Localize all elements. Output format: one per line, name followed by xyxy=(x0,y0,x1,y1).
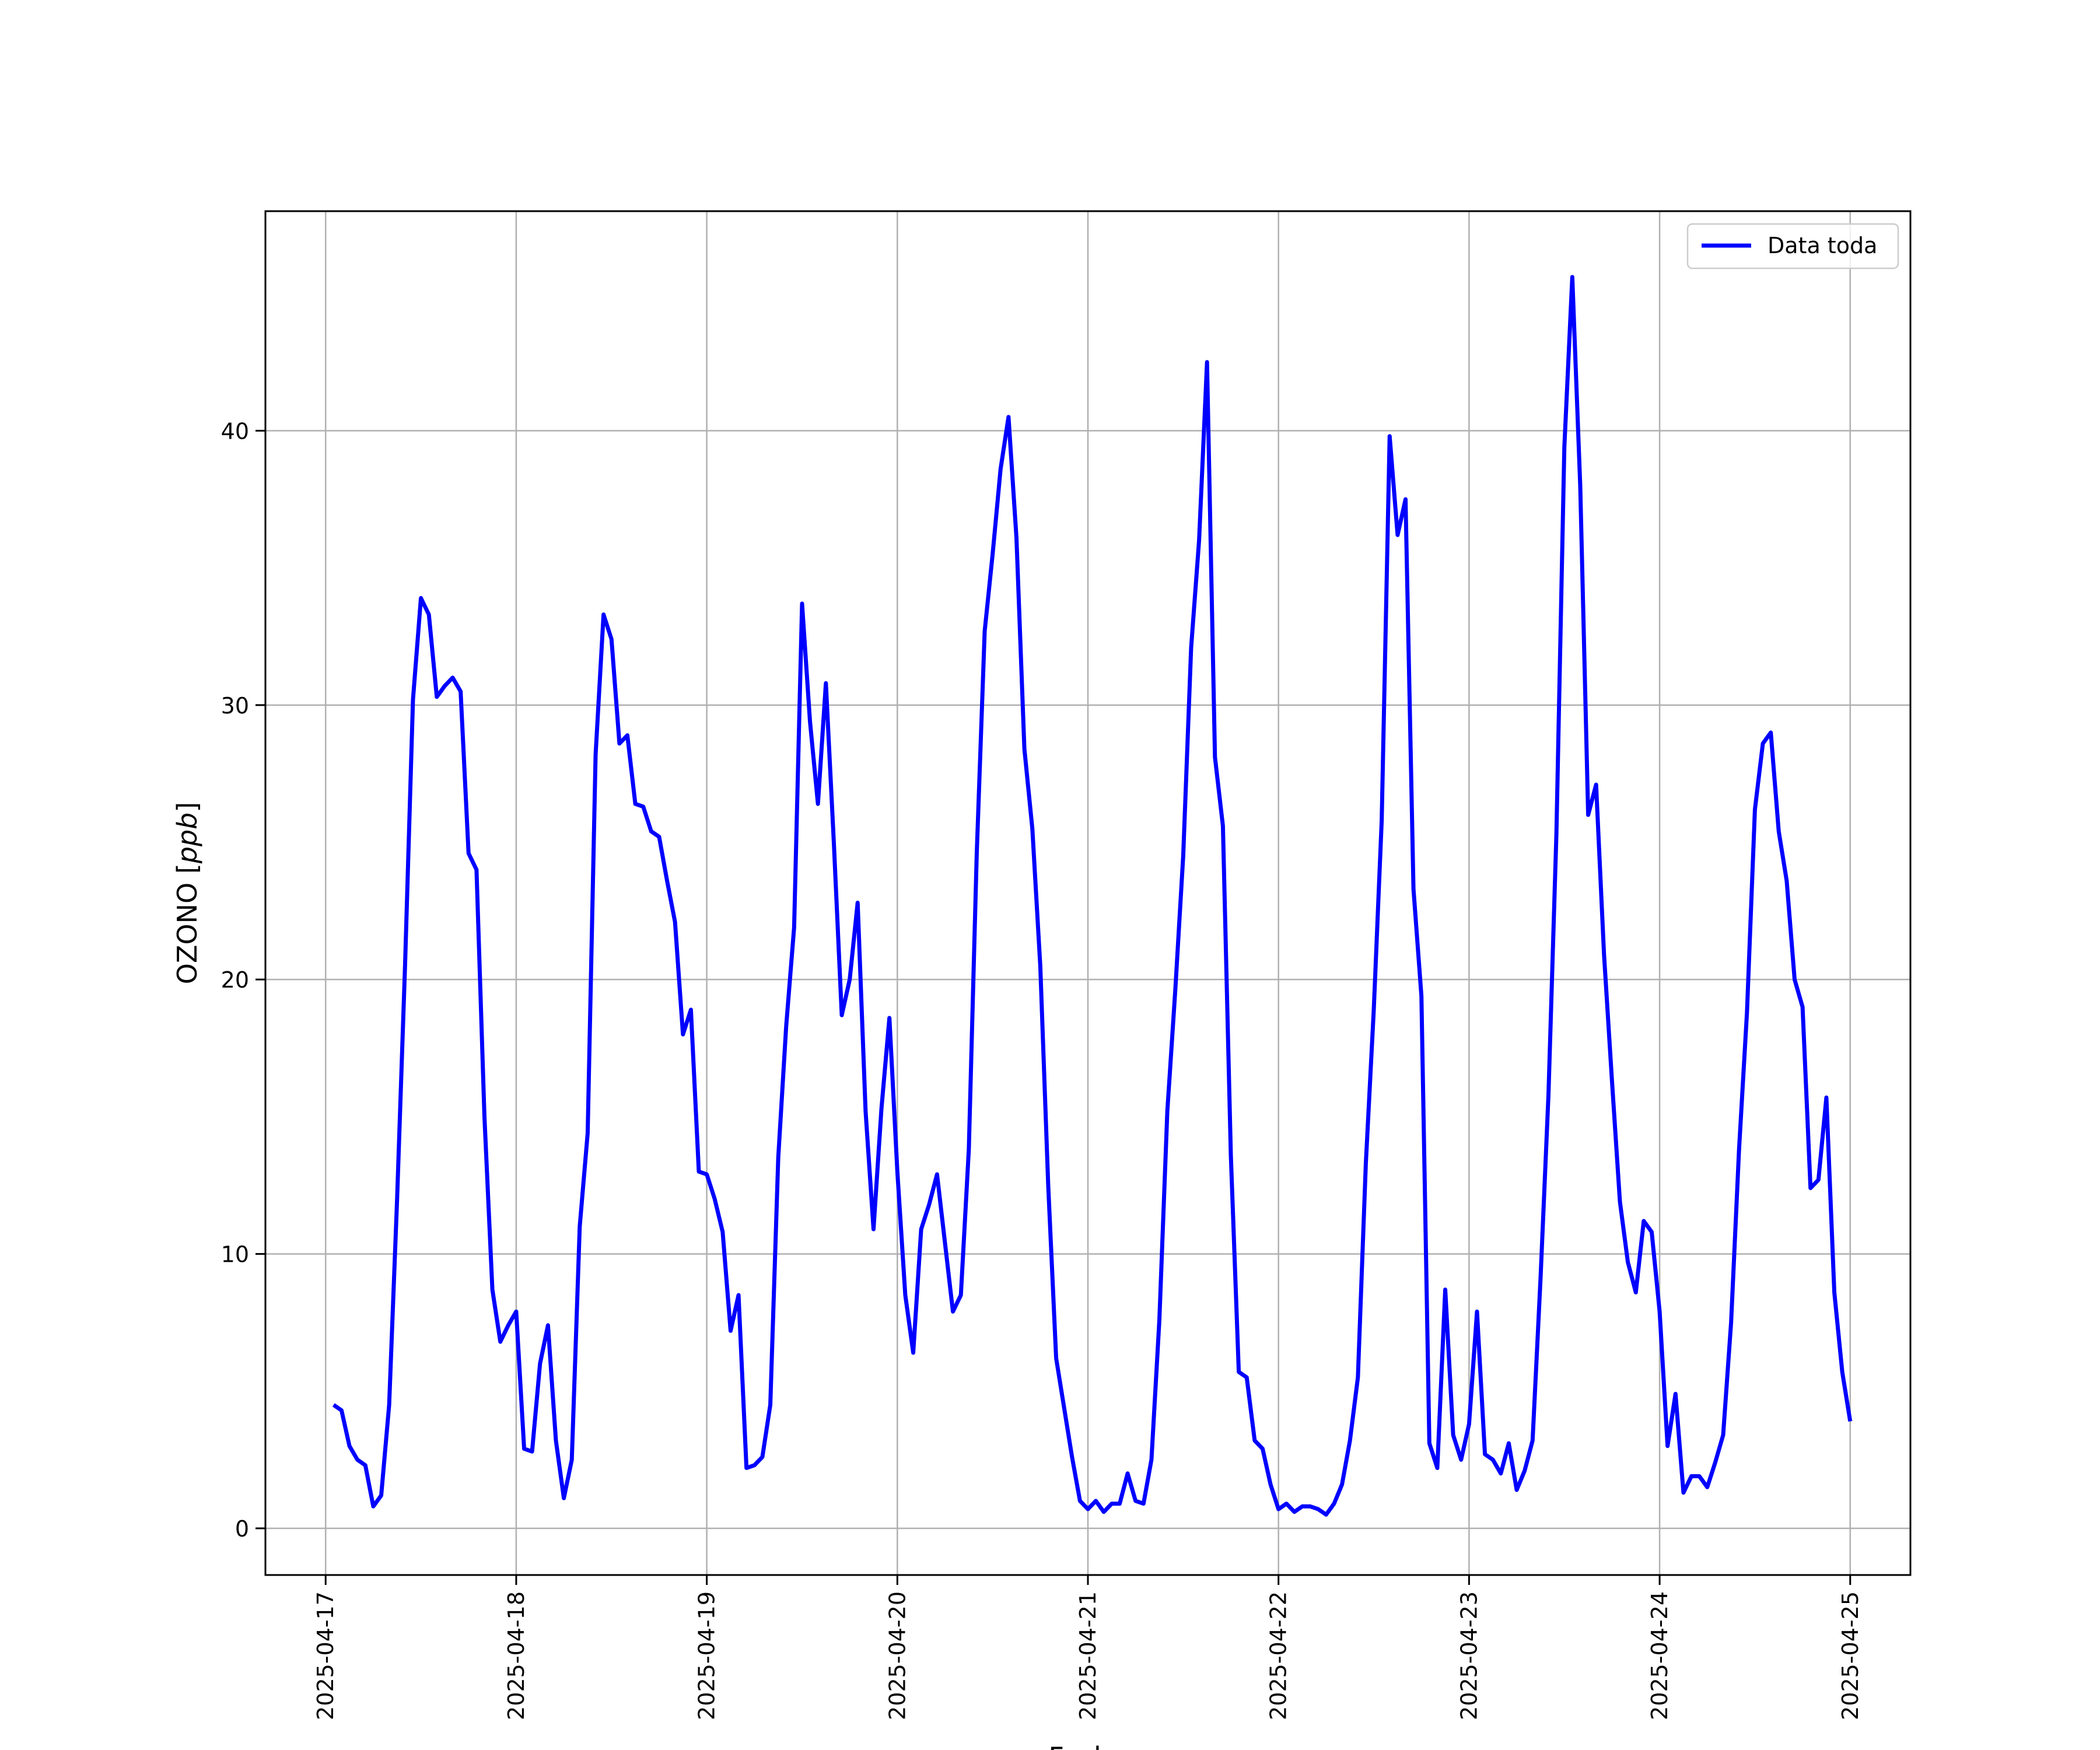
y-tick-label: 30 xyxy=(221,693,249,719)
x-tick-label: 2025-04-24 xyxy=(1647,1591,1672,1720)
legend-box xyxy=(1686,223,1899,270)
x-tick-label: 2025-04-18 xyxy=(503,1591,529,1720)
y-axis: 0 10 20 30 40 xyxy=(221,418,265,1542)
x-tick-label: 2025-04-19 xyxy=(694,1591,720,1720)
grid xyxy=(265,211,1910,1575)
x-tick-label: 2025-04-22 xyxy=(1266,1591,1292,1720)
x-tick-label: 2025-04-23 xyxy=(1456,1591,1482,1720)
y-tick-label: 0 xyxy=(235,1516,249,1542)
x-tick-label: 2025-04-17 xyxy=(313,1591,338,1720)
y-tick-label: 10 xyxy=(221,1242,249,1268)
x-tick-label: 2025-04-25 xyxy=(1838,1591,1863,1720)
y-tick-label: 20 xyxy=(221,967,249,993)
x-tick-label: 2025-04-20 xyxy=(884,1591,910,1720)
x-tick-label: 2025-04-21 xyxy=(1075,1591,1101,1720)
y-tick-label: 40 xyxy=(221,418,249,444)
legend: Data toda xyxy=(1686,223,1899,270)
legend-label: Data toda xyxy=(1768,233,1877,258)
x-axis-label: Fecha xyxy=(1049,1741,1128,1750)
x-axis: 2025-04-17 2025-04-18 2025-04-19 2025-04-20… xyxy=(313,1575,1863,1720)
y-axis-label: OZONO [ppb] xyxy=(172,802,203,985)
series-line-data-toda xyxy=(332,275,1853,1517)
